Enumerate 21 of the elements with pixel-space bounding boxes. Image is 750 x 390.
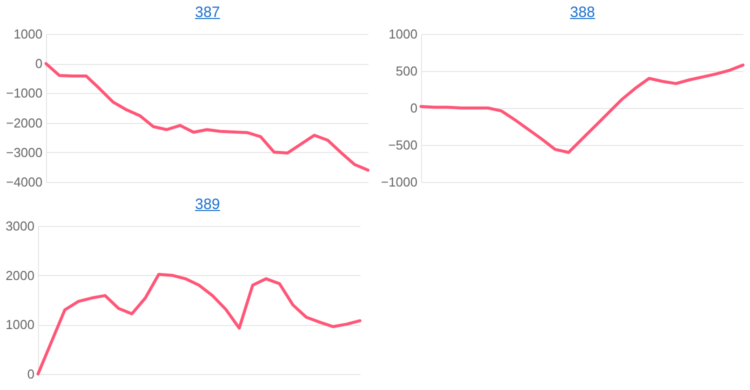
y-tick-label: 1000 bbox=[14, 26, 42, 42]
y-tick-label: −500 bbox=[388, 138, 418, 152]
line-series bbox=[420, 64, 744, 154]
y-tick-label: 3000 bbox=[6, 218, 34, 234]
y-tick-label: −3000 bbox=[6, 144, 42, 160]
chart-title: 388 bbox=[568, 4, 596, 21]
y-tick-label: 1000 bbox=[6, 317, 34, 332]
y-tick-label: −1000 bbox=[380, 174, 418, 190]
y-tick-label: 0 bbox=[410, 100, 418, 116]
line-series bbox=[36, 272, 362, 376]
y-tick-label: 1000 bbox=[388, 26, 418, 42]
chart-title: 387 bbox=[194, 4, 222, 21]
chart-title: 389 bbox=[194, 196, 222, 213]
y-tick-label: −1000 bbox=[6, 86, 42, 101]
y-tick-label: 500 bbox=[396, 64, 418, 78]
y-tick-label: 0 bbox=[27, 366, 34, 382]
y-tick-label: −2000 bbox=[6, 115, 42, 130]
y-tick-label: 2000 bbox=[6, 268, 34, 283]
y-tick-label: 0 bbox=[35, 56, 42, 72]
y-tick-label: −4000 bbox=[6, 174, 42, 190]
line-series bbox=[44, 62, 370, 172]
